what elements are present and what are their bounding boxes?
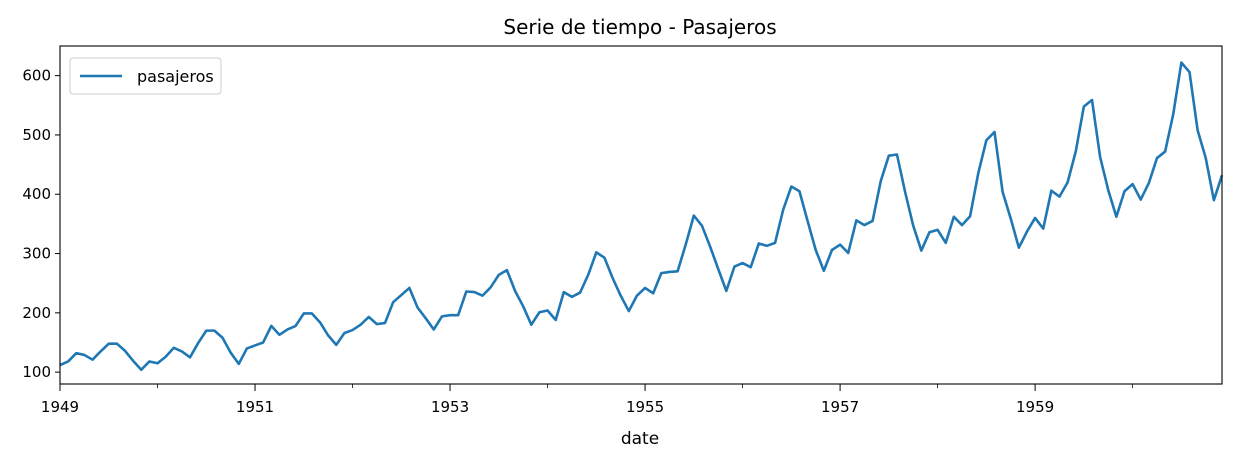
legend: pasajeros xyxy=(69,57,222,95)
y-tick-label: 100 xyxy=(22,363,51,381)
y-tick-label: 300 xyxy=(22,245,51,263)
plot-area xyxy=(59,61,1224,372)
legend-box xyxy=(69,57,222,95)
legend-label: pasajeros xyxy=(137,67,214,86)
y-tick-label: 600 xyxy=(22,67,51,85)
x-tick-label: 1951 xyxy=(236,398,274,416)
axes: 100 200 300 400 500 600 1949 1951 1953 1955 1957 19… xyxy=(22,45,1223,416)
x-tick-label: 1953 xyxy=(431,398,469,416)
y-tick-label: 500 xyxy=(22,126,51,144)
x-tick-label: 1949 xyxy=(41,398,79,416)
series-line-pasajeros xyxy=(59,61,1224,372)
axes-frame xyxy=(59,45,1223,385)
x-tick-label: 1955 xyxy=(626,398,664,416)
x-tick-label: 1957 xyxy=(821,398,859,416)
y-tick-label: 200 xyxy=(22,304,51,322)
x-tick-label: 1959 xyxy=(1016,398,1054,416)
y-tick-label: 400 xyxy=(22,185,51,203)
chart-title: Serie de tiempo - Pasajeros xyxy=(503,15,776,39)
x-axis-title: date xyxy=(621,429,659,449)
